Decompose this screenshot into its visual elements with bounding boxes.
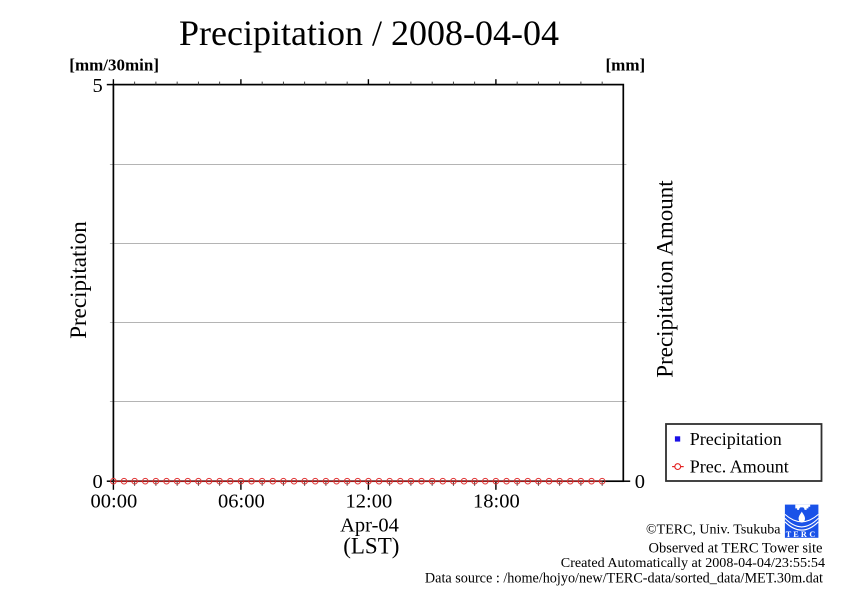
svg-text:T: T	[786, 530, 792, 539]
svg-text:[mm/30min]: [mm/30min]	[69, 56, 159, 75]
svg-text:06:00: 06:00	[218, 491, 265, 513]
svg-text:Apr-04: Apr-04	[340, 515, 399, 537]
svg-text:Data source : /home/hojyo/new/: Data source : /home/hojyo/new/TERC-data/…	[425, 570, 823, 586]
svg-text:Created Automatically at 2008-: Created Automatically at 2008-04-04/23:5…	[561, 555, 825, 571]
svg-text:Prec. Amount: Prec. Amount	[690, 456, 789, 476]
svg-text:18:00: 18:00	[473, 491, 520, 513]
svg-text:Observed at TERC Tower site: Observed at TERC Tower site	[648, 540, 822, 556]
svg-text:Precipitation: Precipitation	[66, 221, 91, 339]
svg-text:©TERC, Univ. Tsukuba: ©TERC, Univ. Tsukuba	[646, 523, 781, 538]
svg-text:E: E	[793, 530, 799, 539]
svg-text:[mm]: [mm]	[606, 56, 646, 75]
svg-text:C: C	[809, 530, 815, 539]
svg-text:(LST): (LST)	[343, 534, 399, 559]
svg-text:Precipitation Amount: Precipitation Amount	[653, 180, 678, 378]
svg-text:0: 0	[93, 471, 103, 493]
svg-text:12:00: 12:00	[346, 491, 393, 513]
svg-text:Precipitation: Precipitation	[690, 429, 782, 449]
svg-text:0: 0	[635, 471, 645, 493]
svg-text:Precipitation / 2008-04-04: Precipitation / 2008-04-04	[179, 13, 559, 53]
svg-text:R: R	[801, 530, 807, 539]
svg-text:5: 5	[93, 75, 103, 97]
svg-text:00:00: 00:00	[91, 491, 138, 513]
